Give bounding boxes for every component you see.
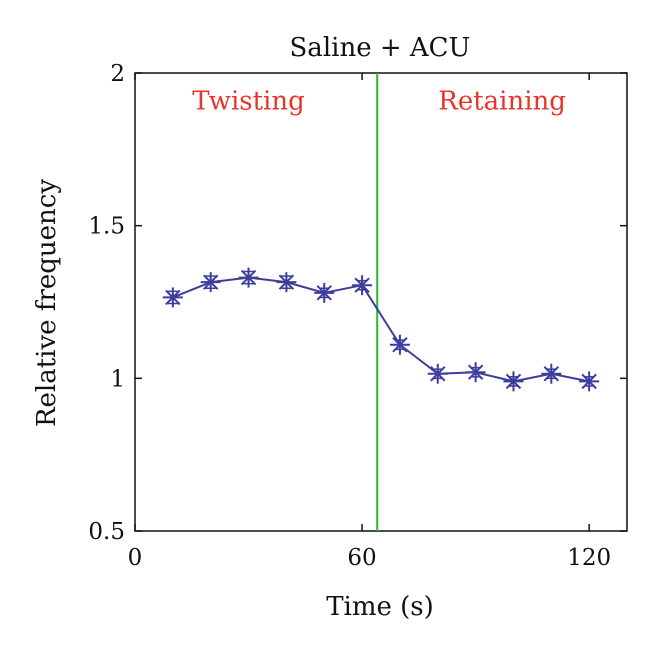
x-tick-label: 60	[347, 545, 376, 571]
data-point	[314, 282, 335, 303]
axes-frame	[134, 72, 628, 532]
data-point	[503, 371, 524, 392]
series-line	[172, 276, 590, 383]
y-tick-label: 2	[110, 61, 125, 87]
data-point	[200, 272, 221, 293]
x-axis-label: Time (s)	[326, 592, 434, 622]
y-axis-label: Relative frequency	[32, 179, 62, 427]
data-point	[162, 287, 183, 308]
phase-label: Twisting	[192, 87, 304, 117]
y-tick-label: 1.5	[88, 214, 125, 240]
data-point	[238, 267, 259, 288]
data-point	[352, 275, 373, 296]
phase-label: Retaining	[438, 87, 566, 117]
data-point	[579, 371, 600, 392]
data-point	[541, 363, 562, 384]
data-point	[465, 362, 486, 383]
y-tick-label: 1	[110, 366, 125, 392]
y-tick-label: 0.5	[88, 519, 125, 545]
plot-area: 0 60 120 0.5 1 1.5 2 Twisting Retaining	[88, 61, 628, 571]
chart-title: Saline + ACU	[290, 33, 471, 63]
x-tick-label: 0	[128, 545, 143, 571]
data-point	[276, 272, 297, 293]
data-point	[427, 363, 448, 384]
x-tick-label: 120	[567, 545, 611, 571]
data-point	[389, 334, 410, 355]
